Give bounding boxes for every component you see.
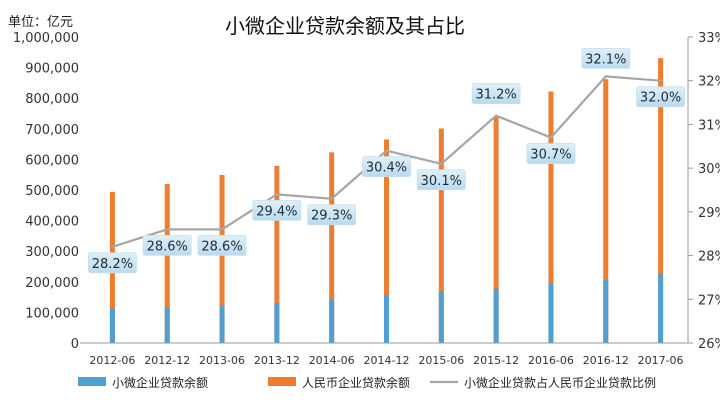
ratio-point — [659, 79, 662, 82]
data-label-box — [307, 204, 357, 226]
data-label: 28.6% — [147, 239, 188, 254]
bar-corporate-loans — [274, 165, 280, 343]
right-axis-tick-label: 26% — [698, 337, 720, 352]
ratio-point — [494, 114, 498, 117]
right-axis-tick-label: 30% — [698, 162, 720, 177]
data-label: 31.2% — [475, 88, 516, 103]
unit-label: 单位：亿元 — [8, 15, 73, 30]
data-label: 29.3% — [311, 209, 352, 224]
left-axis-tick-label: 1,000,000 — [13, 31, 79, 46]
right-axis-tick-label: 27% — [698, 293, 720, 308]
bar-corporate-loans — [548, 91, 554, 343]
bar-corporate-loans — [438, 128, 444, 343]
bar-small-micro-loans — [658, 273, 664, 343]
ratio-point — [220, 228, 224, 231]
data-label-box — [362, 156, 411, 178]
right-axis-tick-label: 32% — [698, 75, 720, 90]
data-label: 30.7% — [530, 148, 571, 163]
x-axis-tick-label: 2012-06 — [89, 354, 135, 367]
bar-small-micro-loans — [164, 307, 170, 343]
left-axis-tick-label: 100,000 — [25, 306, 79, 321]
data-label: 32.0% — [640, 91, 681, 106]
x-axis-tick-label: 2014-12 — [364, 354, 410, 367]
bar-small-micro-loans — [438, 291, 444, 343]
ratio-point — [549, 136, 553, 139]
data-label-box — [636, 86, 685, 108]
bar-series — [109, 58, 664, 343]
data-label-box — [197, 234, 247, 256]
data-label-box — [581, 47, 631, 69]
ratio-point — [385, 149, 388, 152]
data-label: 29.4% — [256, 204, 297, 219]
data-label: 32.1% — [585, 52, 626, 67]
data-label-box — [416, 169, 466, 191]
bar-small-micro-loans — [274, 302, 280, 343]
x-axis: 2012-06 2012-12 2013-06 2013-12 2014-06 2014-… — [80, 342, 688, 367]
legend-swatch — [268, 377, 296, 386]
left-axis-tick-label: 400,000 — [25, 215, 79, 230]
line-series: 28.2% 28.6% 28.6% 29.4% 29.3% 30.4% 30.1% 31.2%… — [88, 47, 685, 274]
data-label: 28.6% — [201, 239, 242, 254]
ratio-point — [111, 245, 114, 249]
bar-small-micro-loans — [219, 305, 225, 343]
x-axis-tick-label: 2013-12 — [254, 354, 300, 367]
x-axis-tick-label: 2016-06 — [528, 354, 574, 367]
bar-small-micro-loans — [329, 299, 335, 343]
x-axis-tick-label: 2015-12 — [473, 354, 519, 367]
left-axis-tick-label: 700,000 — [25, 123, 79, 138]
data-label-box — [526, 143, 576, 164]
data-label-box — [142, 234, 192, 256]
data-label: 30.4% — [366, 161, 407, 176]
data-label-box — [471, 83, 521, 105]
left-axis: 0 100,000 200,000 300,000 400,000 500,000 600,… — [13, 31, 79, 352]
x-axis-tick-label: 2015-06 — [418, 354, 464, 367]
left-axis-tick-label: 500,000 — [25, 184, 79, 199]
left-axis-tick-label: 800,000 — [25, 92, 79, 107]
x-axis-tick-label: 2014-06 — [309, 354, 355, 367]
right-axis: 26% 27% 28% 29% 30% 31% 32% 33% — [687, 31, 720, 352]
bar-small-micro-loans — [493, 288, 499, 343]
legend-label: 小微企业贷款占人民币企业贷款比例 — [464, 375, 656, 390]
bar-small-micro-loans — [548, 283, 554, 343]
left-axis-tick-label: 300,000 — [25, 245, 79, 260]
bar-corporate-loans — [164, 183, 170, 343]
bar-small-micro-loans — [603, 279, 609, 343]
legend-label: 人民币企业贷款余额 — [302, 375, 410, 390]
left-axis-tick-label: 0 — [71, 337, 79, 352]
x-axis-tick-label: 2017-06 — [638, 354, 684, 367]
left-axis-tick-label: 900,000 — [25, 62, 79, 77]
legend: 小微企业贷款余额 人民币企业贷款余额 小微企业贷款占人民币企业贷款比例 — [78, 375, 656, 390]
x-axis-tick-label: 2016-12 — [583, 354, 629, 367]
bar-corporate-loans — [219, 175, 225, 343]
bar-small-micro-loans — [109, 308, 115, 343]
left-axis-tick-label: 200,000 — [25, 276, 79, 291]
bar-corporate-loans — [329, 152, 335, 343]
ratio-point — [440, 162, 443, 165]
ratio-point — [604, 75, 607, 78]
ratio-point — [275, 193, 279, 196]
left-axis-tick-label: 600,000 — [25, 153, 79, 168]
x-axis-tick-label: 2013-06 — [199, 354, 245, 367]
right-axis-tick-label: 33% — [698, 31, 720, 46]
data-label: 28.2% — [92, 257, 133, 272]
ratio-point — [166, 228, 169, 231]
bar-small-micro-loans — [384, 295, 389, 343]
right-axis-tick-label: 28% — [698, 250, 720, 265]
chart-title: 小微企业贷款余额及其占比 — [225, 14, 465, 38]
x-axis-tick-label: 2012-12 — [144, 354, 190, 367]
data-label-box — [88, 252, 137, 274]
legend-swatch — [78, 377, 106, 386]
ratio-point — [330, 197, 333, 200]
bar-corporate-loans — [384, 139, 389, 343]
bar-corporate-loans — [493, 117, 499, 343]
right-axis-tick-label: 31% — [698, 118, 720, 133]
bar-corporate-loans — [658, 58, 664, 343]
data-label: 30.1% — [421, 174, 462, 189]
legend-label: 小微企业贷款余额 — [112, 375, 208, 390]
bar-corporate-loans — [603, 79, 609, 343]
data-label-box — [252, 199, 302, 221]
right-axis-tick-label: 29% — [698, 206, 720, 221]
